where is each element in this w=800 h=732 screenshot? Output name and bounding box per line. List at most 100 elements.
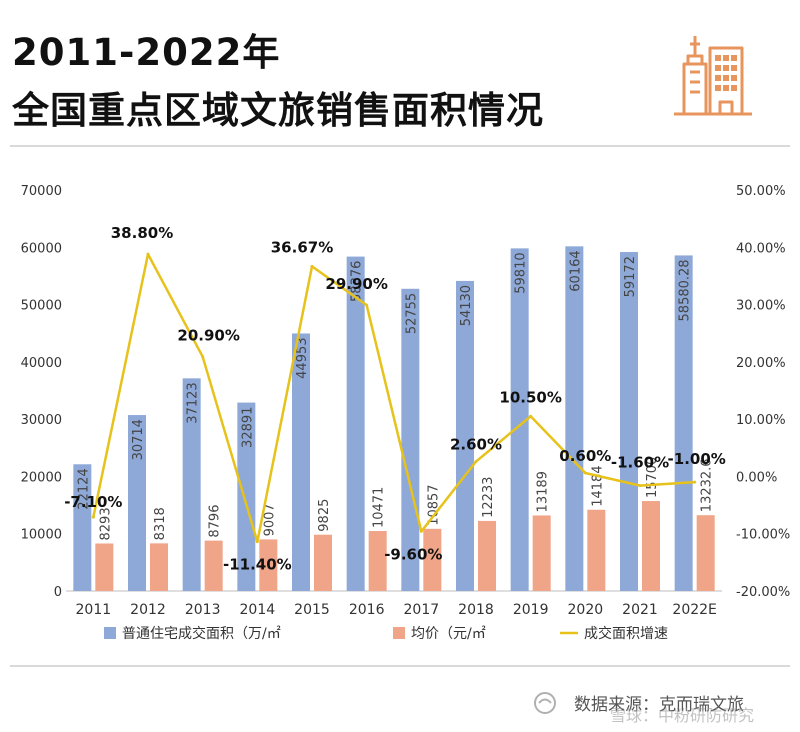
bar-price-label: 9007 (262, 503, 277, 536)
bar-price-label: 9825 (317, 499, 332, 532)
left-tick-label: 30000 (21, 413, 62, 428)
category-label: 2017 (404, 602, 440, 618)
bar-price-label: 8293 (98, 507, 113, 540)
bar-area-label: 44953 (295, 337, 310, 378)
bar-price-label: 10471 (372, 487, 387, 528)
bar-price (696, 515, 715, 591)
right-tick-label: -10.00% (736, 528, 790, 543)
bar-price-label: 14184 (590, 465, 605, 506)
bar-area-label: 58376 (350, 261, 365, 302)
growth-point (365, 303, 369, 307)
category-label: 2014 (240, 602, 276, 618)
right-tick-label: -20.00% (736, 585, 790, 600)
category-label: 2013 (185, 602, 221, 618)
growth-line (92, 252, 695, 543)
right-tick-label: 20.00% (736, 356, 786, 371)
bar-price-label: 13189 (536, 471, 551, 512)
top-divider (10, 145, 790, 147)
left-tick-label: 60000 (21, 241, 62, 256)
category-label: 2016 (349, 602, 385, 618)
category-label: 2021 (622, 602, 658, 618)
growth-label: 2.60% (450, 436, 502, 454)
growth-point (529, 414, 533, 418)
bar-area (182, 378, 201, 591)
growth-point (310, 264, 314, 268)
bar-area (128, 415, 146, 591)
bar-price (478, 520, 496, 591)
growth-label: -9.60% (384, 545, 442, 563)
growth-label: -7.10% (64, 493, 122, 511)
legend-label-growth: 成交面积增速 (584, 625, 668, 642)
bar-area-label: 54130 (459, 285, 474, 326)
growth-label: 10.50% (499, 388, 561, 406)
bar-price (314, 534, 332, 591)
bar-area-label: 59810 (514, 252, 529, 293)
combo-chart: 0 10000 20000 30000 40000 50000 60000 70000 -20.… (21, 184, 791, 642)
bar-price-label: 8318 (153, 507, 168, 540)
left-tick-label: 50000 (21, 299, 62, 314)
category-label: 2018 (458, 602, 494, 618)
snowball-icon (534, 692, 556, 714)
bar-area (620, 252, 638, 591)
bar-area-label: 60164 (568, 250, 583, 291)
right-tick-label: 30.00% (736, 299, 786, 314)
bar-area-label: 30714 (131, 419, 146, 460)
bar-price (368, 531, 387, 591)
category-label: 2022E (672, 602, 716, 618)
bar-area (292, 333, 310, 591)
bar-area (674, 255, 693, 591)
source-text: 数据来源：克而瑞文旅 (574, 695, 744, 715)
category-label: 2020 (568, 602, 604, 618)
bar-area (346, 256, 365, 591)
bar-price-label: 12233 (481, 477, 496, 518)
bar-price-label: 15700 (645, 457, 660, 498)
title-line2: 全国重点区域文旅销售面积情况 (12, 89, 544, 132)
growth-label: -11.40% (223, 556, 292, 574)
legend-swatch-price (393, 627, 405, 639)
bar-price-label: 10857 (426, 484, 441, 525)
left-tick-label: 70000 (21, 184, 62, 199)
growth-point (638, 484, 642, 488)
left-tick-label: 20000 (21, 470, 62, 485)
growth-label: 38.80% (111, 224, 173, 242)
bar-area (401, 288, 420, 591)
left-tick-label: 10000 (21, 528, 62, 543)
growth-label: 29.90% (325, 275, 387, 293)
bar-area (456, 280, 474, 591)
category-label: 2011 (76, 602, 112, 618)
bar-price (642, 501, 660, 591)
growth-point (91, 515, 95, 519)
legend-label-price: 均价（元/㎡ (411, 626, 486, 642)
bottom-divider (10, 665, 790, 667)
right-tick-label: 10.00% (736, 413, 786, 428)
growth-point (583, 471, 587, 475)
growth-point (255, 540, 259, 544)
title-line1: 2011-2022年 (12, 31, 281, 74)
bar-price (259, 539, 278, 591)
bar-price (532, 515, 551, 591)
growth-point (474, 460, 478, 464)
category-label: 2012 (130, 602, 166, 618)
bar-area-label: 22124 (76, 468, 91, 509)
bar-price (423, 528, 442, 591)
bar-area-label: 59172 (623, 256, 638, 297)
growth-point (201, 355, 205, 359)
bar-area (237, 402, 256, 591)
bar-area (565, 246, 584, 591)
growth-label: 36.67% (271, 238, 333, 256)
left-tick-label: 0 (54, 585, 62, 600)
growth-point (419, 529, 423, 533)
left-tick-label: 40000 (21, 356, 62, 371)
growth-label: 20.90% (177, 327, 239, 345)
bar-area-label: 32891 (240, 407, 255, 448)
bar-area-label: 37123 (186, 382, 201, 423)
right-tick-label: 40.00% (736, 241, 786, 256)
bar-area-label: 58580.28 (678, 259, 693, 321)
right-tick-label: 0.00% (736, 470, 777, 485)
growth-label: -1.60% (611, 454, 669, 472)
bar-area (73, 464, 92, 591)
bar-price-label: 13232.6 (700, 458, 715, 512)
growth-point (693, 480, 697, 484)
bar-price (95, 543, 114, 591)
legend-swatch-area (104, 627, 116, 639)
